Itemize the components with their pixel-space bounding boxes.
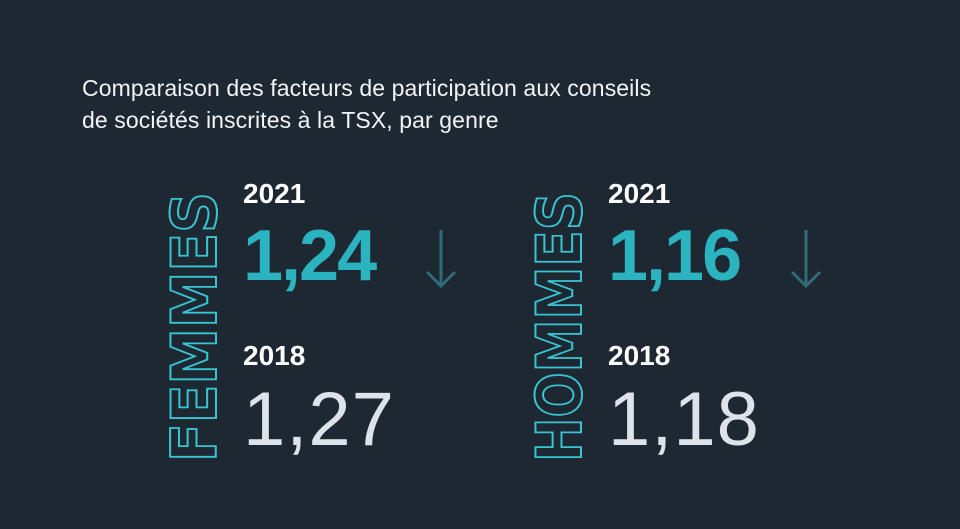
group-femmes: FEMMES 2021 1,24 2018 1,27 bbox=[160, 178, 460, 478]
year-current: 2021 bbox=[243, 178, 306, 209]
group-hommes: HOMMES 2021 1,16 2018 1,18 bbox=[525, 178, 825, 478]
down-arrow-icon bbox=[425, 230, 457, 289]
hommes-outline-label: HOMMES bbox=[525, 192, 589, 462]
value-current: 1,24 bbox=[243, 216, 377, 296]
value-current: 1,16 bbox=[608, 216, 742, 296]
year-previous: 2018 bbox=[243, 340, 306, 371]
femmes-outline-label: FEMMES bbox=[160, 192, 224, 462]
vertical-label-femmes: FEMMES bbox=[160, 186, 224, 468]
title-line-2: de sociétés inscrites à la TSX, par genr… bbox=[82, 107, 499, 133]
page-title: Comparaison des facteurs de participatio… bbox=[82, 72, 842, 136]
year-previous: 2018 bbox=[608, 340, 671, 371]
value-previous: 1,18 bbox=[608, 377, 760, 462]
value-previous: 1,27 bbox=[243, 377, 395, 462]
title-line-1: Comparaison des facteurs de participatio… bbox=[82, 75, 652, 101]
down-arrow-icon bbox=[790, 230, 822, 289]
vertical-label-hommes: HOMMES bbox=[525, 186, 589, 468]
year-current: 2021 bbox=[608, 178, 671, 209]
